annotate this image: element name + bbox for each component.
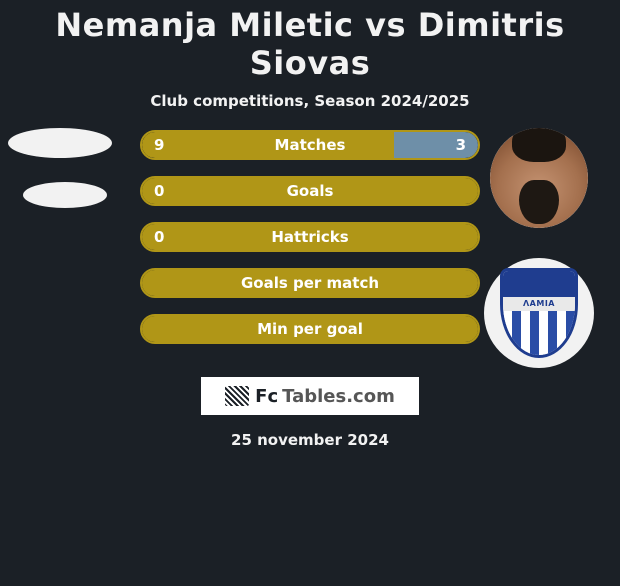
date-label: 25 november 2024 — [0, 431, 620, 449]
club-badge-icon: ΛΑΜΙΑ — [484, 258, 594, 368]
stat-label: Hattricks — [271, 228, 348, 246]
stat-label: Matches — [275, 136, 346, 154]
player-silhouette-icon — [8, 128, 112, 158]
brand-logo-icon — [225, 386, 249, 406]
stat-label: Min per goal — [257, 320, 363, 338]
brand-text-tables: Tables.com — [282, 386, 395, 407]
left-player-column — [8, 128, 112, 208]
stat-pill-goals: 0 Goals — [140, 176, 480, 206]
stat-value-left: 9 — [154, 136, 164, 154]
club-badge-blank-icon — [23, 182, 107, 208]
stat-pill-matches: 9 Matches 3 — [140, 130, 480, 160]
player-photo-icon — [490, 128, 588, 228]
brand-attribution: FcTables.com — [201, 377, 419, 415]
stat-pill-hattricks: 0 Hattricks — [140, 222, 480, 252]
stat-label: Goals per match — [241, 274, 379, 292]
pill-fill-left — [142, 132, 394, 158]
right-player-column: ΛΑΜΙΑ — [484, 128, 594, 368]
club-badge-label: ΛΑΜΙΑ — [503, 297, 575, 311]
stat-value-left: 0 — [154, 228, 164, 246]
subtitle: Club competitions, Season 2024/2025 — [0, 92, 620, 110]
stat-pill-goals-per-match: Goals per match — [140, 268, 480, 298]
page-title: Nemanja Miletic vs Dimitris Siovas — [0, 6, 620, 82]
stat-value-left: 0 — [154, 182, 164, 200]
stat-value-right: 3 — [456, 136, 466, 154]
stat-pill-min-per-goal: Min per goal — [140, 314, 480, 344]
brand-text-fc: Fc — [255, 386, 278, 407]
stats-list: 9 Matches 3 0 Goals 0 Hattricks Goals pe… — [140, 130, 480, 344]
stat-label: Goals — [287, 182, 334, 200]
